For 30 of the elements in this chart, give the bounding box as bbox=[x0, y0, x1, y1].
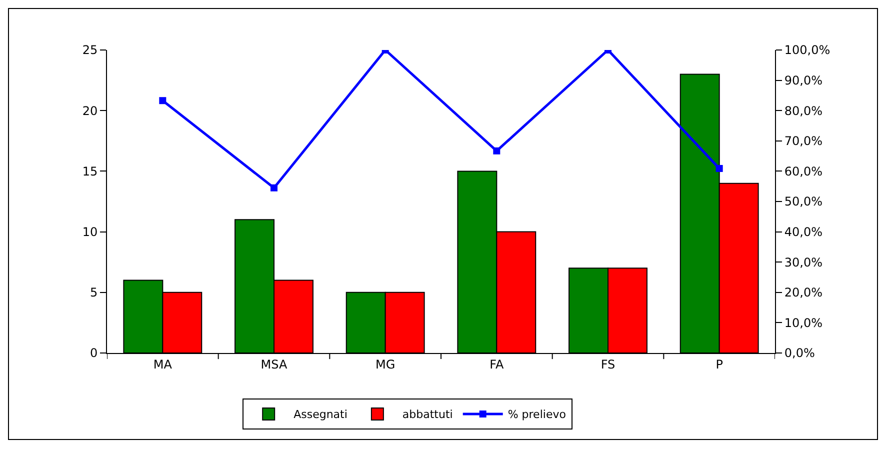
point bbox=[716, 164, 723, 172]
x-tick-label: MSA bbox=[260, 357, 288, 372]
y-tick-label: 25 bbox=[82, 43, 98, 58]
legend-label: abbattuti bbox=[402, 408, 453, 422]
point bbox=[493, 147, 500, 154]
legend-label: % prelievo bbox=[508, 408, 566, 422]
y2-tick-label: 100,0% bbox=[784, 43, 830, 58]
y2-tick-label: 20,0% bbox=[784, 286, 823, 300]
y-tick-label: 20 bbox=[82, 104, 98, 118]
y2-tick-label: 40,0% bbox=[784, 225, 823, 239]
x-tick-label: FS bbox=[600, 357, 616, 372]
y2-tick-label: 0,0% bbox=[784, 346, 815, 360]
x-tick-label: MG bbox=[376, 357, 396, 372]
y-tick-label: 10 bbox=[82, 225, 98, 239]
x-tick-label: MA bbox=[153, 357, 173, 372]
y2-tick-label: 60,0% bbox=[784, 164, 823, 178]
y-tick-label: 0 bbox=[90, 346, 98, 360]
legend-label: Assegnati bbox=[294, 408, 348, 422]
point bbox=[159, 97, 166, 104]
y-tick-label: 15 bbox=[82, 164, 98, 178]
y2-tick-label: 10,0% bbox=[784, 316, 823, 330]
point bbox=[270, 184, 278, 192]
x-tick-label: P bbox=[716, 357, 723, 372]
y2-tick-label: 80,0% bbox=[784, 104, 823, 118]
y2-tick-label: 90,0% bbox=[784, 74, 823, 88]
y-tick-label: 5 bbox=[90, 286, 98, 300]
y2-tick-label: 30,0% bbox=[784, 255, 823, 270]
y2-tick-label: 70,0% bbox=[784, 134, 823, 148]
x-tick-label: FA bbox=[490, 357, 504, 372]
y2-tick-label: 50,0% bbox=[784, 194, 823, 209]
